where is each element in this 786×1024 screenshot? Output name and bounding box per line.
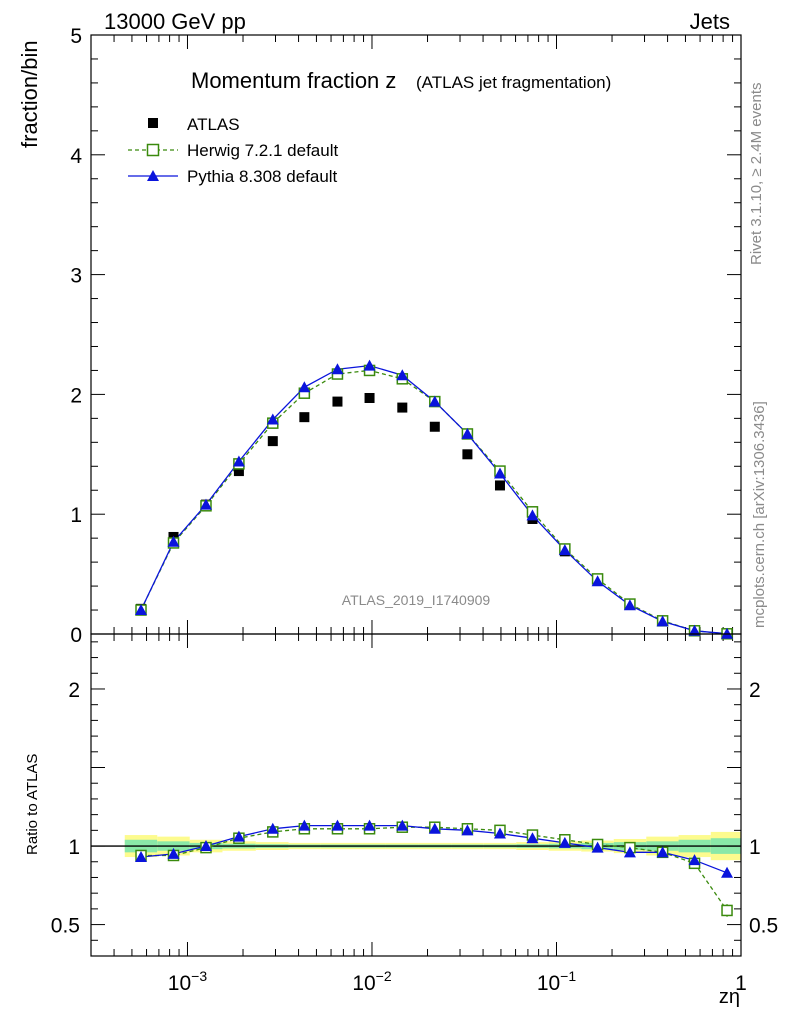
legend-atlas-marker <box>148 118 158 128</box>
pythia-point <box>298 381 311 393</box>
ratio-y-axis-label: Ratio to ATLAS <box>24 754 41 855</box>
pythia-ratio-point <box>493 827 506 839</box>
main-y-tick-label: 3 <box>70 265 82 288</box>
header-right: Jets <box>690 9 730 34</box>
x-tick-labels: 10−3 10−2 10−1 1 <box>168 968 747 995</box>
atlas-point <box>429 421 440 432</box>
pythia-point <box>526 509 539 521</box>
ratio-y-tick-label: 1 <box>68 836 80 859</box>
pythia-point <box>493 467 506 479</box>
pythia-point <box>232 455 245 467</box>
pythia-ratio-point <box>688 854 701 866</box>
x-tick-label: 10−1 <box>537 968 577 995</box>
main-y-tick-label: 5 <box>70 25 82 48</box>
atlas-point <box>462 449 473 460</box>
ratio-y-tick-label-right: 2 <box>749 679 761 702</box>
main-panel-series <box>135 359 734 640</box>
atlas-point <box>233 466 244 477</box>
pythia-ratio-point <box>591 841 604 853</box>
x-tick-label: 10−3 <box>168 968 208 995</box>
pythia-ratio-point <box>721 866 734 878</box>
mcplots-label: mcplots.cern.ch [arXiv:1306.3436] <box>751 401 768 628</box>
legend-herwig-marker <box>146 143 160 157</box>
pythia-point <box>558 544 571 556</box>
atlas-point <box>397 402 408 413</box>
pythia-point <box>199 498 212 510</box>
x-tick-label: 10−2 <box>352 968 392 995</box>
x-tick-label: 1 <box>735 972 747 995</box>
chart-title-main: Momentum fraction z <box>191 68 396 93</box>
pythia-ratio-point <box>461 824 474 836</box>
legend-herwig-label: Herwig 7.2.1 default <box>187 141 338 160</box>
legend-atlas-label: ATLAS <box>187 115 240 134</box>
pythia-point <box>266 413 279 425</box>
rivet-label: Rivet 3.1.10, ≥ 2.4M events <box>748 83 765 266</box>
pythia-point <box>591 575 604 587</box>
analysis-watermark: ATLAS_2019_I1740909 <box>342 592 491 608</box>
main-y-tick-label: 0 <box>70 624 82 647</box>
chart-title-sub: (ATLAS jet fragmentation) <box>416 73 611 92</box>
pythia-ratio-point <box>396 819 409 831</box>
pythia-point <box>135 604 148 616</box>
atlas-point <box>267 436 278 447</box>
pythia-point <box>363 359 376 371</box>
pythia-point <box>623 599 636 611</box>
pythia-point <box>396 369 409 381</box>
ratio-y-tick-label-right: 0.5 <box>749 915 778 938</box>
header-left: 13000 GeV pp <box>104 9 246 34</box>
x-axis-label: zη <box>719 986 740 1008</box>
pythia-point <box>721 627 734 639</box>
pythia-ratio-point <box>428 822 441 834</box>
main-y-tick-label: 1 <box>70 504 82 527</box>
ratio-panel-axes: 0.5 0.5 1 1 2 2 <box>51 634 778 956</box>
pythia-ratio-point <box>167 847 180 859</box>
atlas-point <box>364 392 375 403</box>
chart-title: Momentum fraction z (ATLAS jet fragmenta… <box>191 68 611 93</box>
atlas-point <box>494 480 505 491</box>
pythia-point <box>656 615 669 627</box>
pythia-ratio-point <box>363 819 376 831</box>
pythia-ratio-point <box>199 840 212 852</box>
pythia-point <box>688 624 701 636</box>
legend-pythia-label: Pythia 8.308 default <box>187 167 338 186</box>
atlas-point <box>299 412 310 423</box>
pythia-ratio-point <box>266 822 279 834</box>
ratio-y-tick-label: 2 <box>68 679 80 702</box>
pythia-point <box>167 535 180 547</box>
pythia-point <box>331 363 344 375</box>
herwig-ratio-point <box>721 904 733 917</box>
ratio-y-tick-label: 0.5 <box>51 915 80 938</box>
ratio-panel-frame <box>90 633 742 957</box>
pythia-ratio-point <box>232 830 245 842</box>
pythia-point <box>461 427 474 439</box>
pythia-ratio-point <box>298 819 311 831</box>
pythia-ratio-point <box>558 836 571 848</box>
pythia-ratio-point <box>331 819 344 831</box>
pythia-ratio-point <box>656 846 669 858</box>
main-y-tick-label: 2 <box>70 384 82 407</box>
pythia-ratio-point <box>526 832 539 844</box>
main-y-axis-label: fraction/bin <box>17 40 42 148</box>
pythia-ratio-point <box>135 851 148 863</box>
main-panel-axes: 0 1 2 3 4 5 <box>70 25 742 647</box>
atlas-point <box>332 396 343 407</box>
legend-pythia-marker <box>147 170 159 181</box>
ratio-y-tick-label-right: 1 <box>749 836 761 859</box>
ratio-panel-series <box>135 819 734 917</box>
pythia-point <box>428 395 441 407</box>
pythia-ratio-point <box>623 846 636 858</box>
main-y-tick-label: 4 <box>70 145 82 168</box>
legend: ATLAS Herwig 7.2.1 default Pythia 8.308 … <box>128 115 338 186</box>
